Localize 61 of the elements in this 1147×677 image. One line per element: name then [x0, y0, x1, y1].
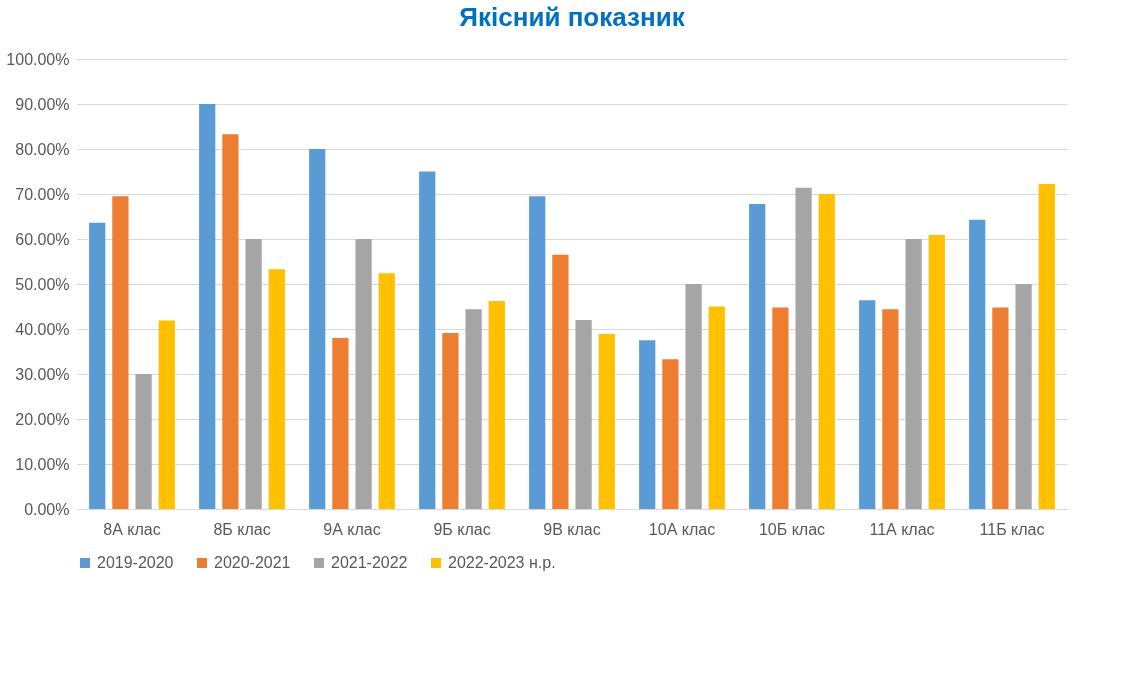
bar	[332, 338, 349, 509]
chart-title: Якісний показник	[459, 2, 686, 32]
x-tick-label: 11Б клас	[979, 520, 1045, 538]
bar	[378, 273, 395, 509]
bar	[465, 309, 482, 509]
y-tick-label: 80.00%	[15, 140, 70, 158]
x-tick-label: 9В клас	[543, 520, 601, 538]
x-tick-label: 10А клас	[648, 520, 716, 538]
y-tick-label: 90.00%	[15, 95, 70, 113]
bar	[772, 307, 789, 509]
bar	[969, 219, 986, 509]
bar	[199, 104, 216, 509]
legend-label: 2021-2022	[331, 554, 408, 571]
bar	[639, 340, 656, 509]
y-tick-label: 60.00%	[15, 230, 70, 248]
bar	[992, 307, 1009, 509]
x-tick-label: 8Б клас	[213, 520, 271, 538]
bar	[112, 196, 129, 509]
bar	[598, 333, 615, 509]
x-tick-label: 11А клас	[869, 520, 935, 538]
y-tick-label: 30.00%	[15, 365, 70, 383]
bar	[222, 134, 239, 509]
bar	[662, 359, 679, 509]
y-tick-label: 100.00%	[6, 50, 70, 68]
bar	[158, 320, 175, 509]
bar	[309, 149, 326, 509]
bar	[135, 374, 152, 509]
bar	[905, 239, 922, 509]
y-tick-label: 50.00%	[15, 275, 70, 293]
legend-label: 2022-2023 н.р.	[448, 554, 556, 571]
bar	[268, 269, 285, 509]
bar	[795, 187, 812, 509]
y-tick-label: 0.00%	[24, 500, 70, 518]
x-tick-label: 8А клас	[103, 520, 161, 538]
bar	[882, 309, 899, 509]
x-tick-label: 9А клас	[323, 520, 381, 538]
bar	[928, 234, 945, 509]
bar	[859, 300, 876, 509]
legend-label: 2020-2021	[214, 554, 291, 571]
bar	[749, 203, 766, 509]
bar	[355, 239, 372, 509]
y-tick-label: 70.00%	[15, 185, 70, 203]
y-tick-label: 10.00%	[15, 455, 70, 473]
bar	[245, 239, 262, 509]
bar	[575, 320, 592, 509]
y-tick-label: 20.00%	[15, 410, 70, 428]
x-tick-label: 10Б клас	[758, 520, 826, 538]
y-tick-label: 40.00%	[15, 320, 70, 338]
bar	[685, 284, 702, 509]
bar	[419, 171, 436, 509]
bar	[529, 196, 546, 509]
bar	[1038, 184, 1055, 509]
bar	[708, 306, 725, 509]
bar	[552, 254, 569, 509]
bar	[1015, 284, 1032, 509]
bar	[488, 301, 505, 509]
bar	[89, 222, 106, 509]
bar	[818, 194, 835, 509]
x-tick-label: 9Б клас	[433, 520, 491, 538]
legend-label: 2019-2020	[97, 554, 174, 571]
bar	[442, 333, 459, 509]
